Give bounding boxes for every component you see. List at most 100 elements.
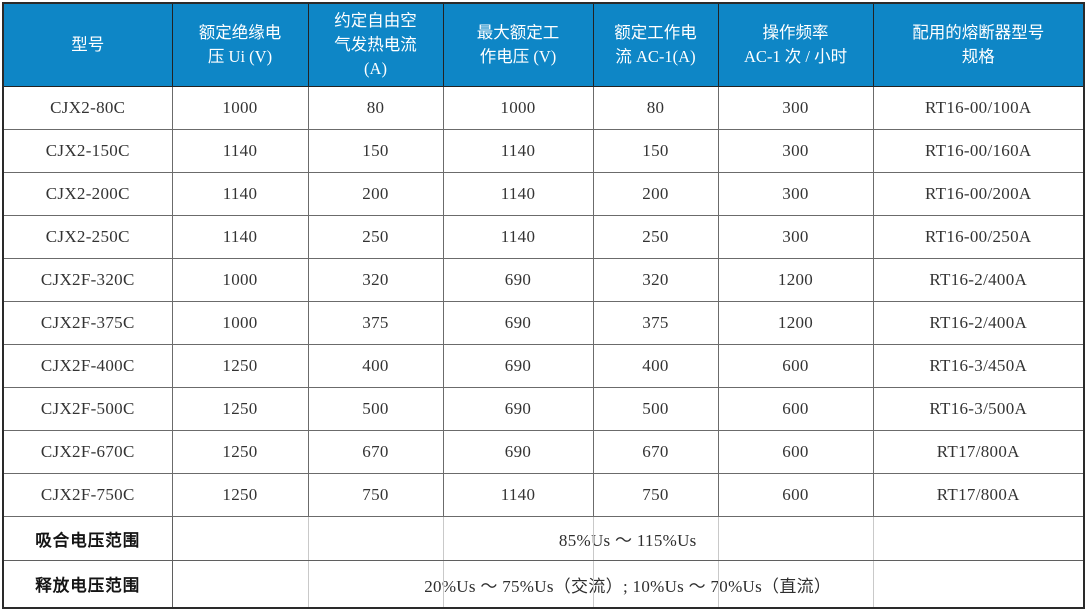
thermal-current-cell: 750 [307,473,444,517]
operating-frequency-cell: 300 [717,215,874,259]
working-current-cell: 500 [592,387,719,431]
fuse-spec-cell: RT16-00/200A [872,172,1085,216]
max-working-voltage-cell: 690 [442,430,594,474]
thermal-current-cell: 500 [307,387,444,431]
max-working-voltage-cell: 690 [442,344,594,388]
fuse-spec-cell: RT17/800A [872,430,1085,474]
thermal-current-cell: 400 [307,344,444,388]
fuse-spec-cell: RT16-3/500A [872,387,1085,431]
operating-frequency-cell: 300 [717,172,874,216]
thermal-current-cell: 670 [307,430,444,474]
operating-frequency-cell: 300 [717,129,874,173]
table-row: CJX2-150C 1140 150 1140 150 300 RT16-00/160A [2,129,1085,173]
table-row: CJX2F-375C 1000 375 690 375 1200 RT16-2/400A [2,301,1085,345]
max-working-voltage-cell: 690 [442,387,594,431]
column-header-insulation-voltage: 额定绝缘电 压 Ui (V) [171,2,309,87]
insulation-voltage-cell: 1000 [171,86,309,130]
max-working-voltage-cell: 690 [442,301,594,345]
working-current-cell: 375 [592,301,719,345]
table-row: CJX2F-670C 1250 670 690 670 600 RT17/800A [2,430,1085,474]
insulation-voltage-cell: 1250 [171,344,309,388]
max-working-voltage-cell: 690 [442,258,594,302]
table-row: CJX2F-320C 1000 320 690 320 1200 RT16-2/400A [2,258,1085,302]
faint-divider [592,561,594,607]
fuse-spec-cell: RT16-00/250A [872,215,1085,259]
fuse-spec-cell: RT17/800A [872,473,1085,517]
insulation-voltage-cell: 1250 [171,430,309,474]
operating-frequency-cell: 1200 [717,258,874,302]
model-cell: CJX2-80C [2,86,173,130]
column-header-operating-frequency: 操作频率 AC-1 次 / 小时 [717,2,874,87]
operating-frequency-cell: 600 [717,430,874,474]
operating-frequency-cell: 600 [717,387,874,431]
operating-frequency-cell: 600 [717,344,874,388]
insulation-voltage-cell: 1250 [171,387,309,431]
pull-in-voltage-value: 85%Us ～ 115%Us [558,531,697,550]
faint-divider [717,517,719,560]
model-cell: CJX2-200C [2,172,173,216]
max-working-voltage-cell: 1140 [442,473,594,517]
model-cell: CJX2-150C [2,129,173,173]
pull-in-voltage-value-cell: 85%Us ～ 115%Us [171,516,1085,561]
faint-divider [717,561,719,607]
table-row: CJX2-200C 1140 200 1140 200 300 RT16-00/200A [2,172,1085,216]
thermal-current-cell: 375 [307,301,444,345]
model-cell: CJX2F-500C [2,387,173,431]
insulation-voltage-cell: 1140 [171,172,309,216]
column-header-model: 型号 [2,2,173,87]
header-row: 型号 额定绝缘电 压 Ui (V) 约定自由空 气发热电流 (A) 最大额定工 … [2,2,1085,87]
operating-frequency-cell: 300 [717,86,874,130]
faint-divider [442,517,444,560]
model-cell: CJX2F-400C [2,344,173,388]
faint-divider [872,561,874,607]
model-cell: CJX2-250C [2,215,173,259]
max-working-voltage-cell: 1140 [442,215,594,259]
faint-divider [307,561,309,607]
working-current-cell: 750 [592,473,719,517]
insulation-voltage-cell: 1000 [171,301,309,345]
insulation-voltage-cell: 1140 [171,129,309,173]
model-cell: CJX2F-375C [2,301,173,345]
fuse-spec-cell: RT16-2/400A [872,258,1085,302]
thermal-current-cell: 320 [307,258,444,302]
release-voltage-label: 释放电压范围 [2,560,173,609]
table-row: CJX2F-500C 1250 500 690 500 600 RT16-3/500A [2,387,1085,431]
table-header: 型号 额定绝缘电 压 Ui (V) 约定自由空 气发热电流 (A) 最大额定工 … [2,2,1085,87]
table-body: CJX2-80C 1000 80 1000 80 300 RT16-00/100A CJX2-… [2,86,1085,517]
table-row: CJX2F-400C 1250 400 690 400 600 RT16-3/450A [2,344,1085,388]
working-current-cell: 150 [592,129,719,173]
working-current-cell: 250 [592,215,719,259]
table-row: CJX2F-750C 1250 750 1140 750 600 RT17/800A [2,473,1085,517]
working-current-cell: 670 [592,430,719,474]
max-working-voltage-cell: 1140 [442,172,594,216]
insulation-voltage-cell: 1140 [171,215,309,259]
faint-divider [592,517,594,560]
working-current-cell: 80 [592,86,719,130]
insulation-voltage-cell: 1000 [171,258,309,302]
working-current-cell: 320 [592,258,719,302]
thermal-current-cell: 150 [307,129,444,173]
operating-frequency-cell: 600 [717,473,874,517]
release-voltage-row: 释放电压范围 20%Us ～ 75%Us（交流）; 10%Us ～ 70%Us（… [2,560,1085,609]
release-voltage-value-cell: 20%Us ～ 75%Us（交流）; 10%Us ～ 70%Us（直流） [171,560,1085,609]
thermal-current-cell: 80 [307,86,444,130]
model-cell: CJX2F-670C [2,430,173,474]
faint-divider [872,517,874,560]
insulation-voltage-cell: 1250 [171,473,309,517]
table-row: CJX2-250C 1140 250 1140 250 300 RT16-00/250A [2,215,1085,259]
max-working-voltage-cell: 1140 [442,129,594,173]
column-header-thermal-current: 约定自由空 气发热电流 (A) [307,2,444,87]
faint-divider [307,517,309,560]
faint-divider [442,561,444,607]
max-working-voltage-cell: 1000 [442,86,594,130]
fuse-spec-cell: RT16-00/100A [872,86,1085,130]
working-current-cell: 400 [592,344,719,388]
thermal-current-cell: 250 [307,215,444,259]
working-current-cell: 200 [592,172,719,216]
thermal-current-cell: 200 [307,172,444,216]
pull-in-voltage-label: 吸合电压范围 [2,516,173,561]
release-voltage-value: 20%Us ～ 75%Us（交流）; 10%Us ～ 70%Us（直流） [424,576,832,596]
pull-in-voltage-row: 吸合电压范围 85%Us ～ 115%Us [2,516,1085,561]
